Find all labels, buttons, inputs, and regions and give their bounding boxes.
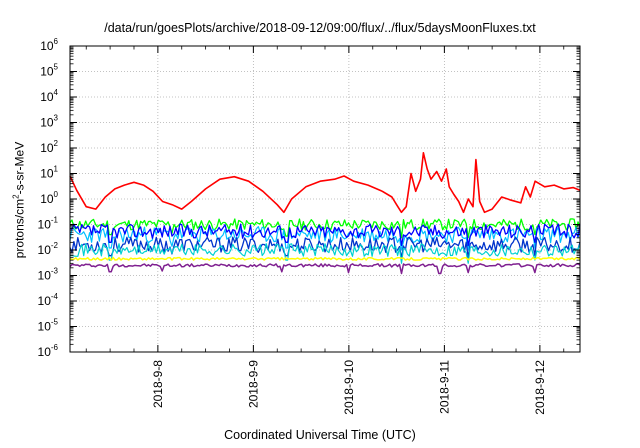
grid [70, 46, 580, 352]
series-line-4 [69, 236, 581, 259]
y-tick-label: 10-6 [38, 343, 59, 359]
y-tick-label: 10-2 [38, 241, 59, 257]
y-tick-label: 104 [40, 88, 58, 104]
series-line-5 [69, 243, 581, 264]
x-tick-label: 2018-9-12 [533, 360, 547, 415]
x-axis-label: Coordinated Universal Time (UTC) [224, 428, 416, 442]
chart-title: /data/run/goesPlots/archive/2018-09-12/0… [104, 21, 536, 35]
x-tick-label: 2018-9-9 [246, 360, 260, 408]
x-tick-label: 2018-9-8 [151, 360, 165, 408]
y-tick-label: 106 [40, 37, 58, 53]
y-tick-label: 105 [40, 63, 58, 79]
x-tick-label: 2018-9-11 [437, 360, 451, 414]
y-tick-label: 10-1 [38, 216, 59, 232]
x-tick-label: 2018-9-10 [342, 360, 356, 415]
y-tick-label: 103 [40, 114, 58, 130]
y-tick-label: 102 [40, 139, 58, 155]
series-line-7 [69, 263, 581, 275]
y-tick-label: 100 [40, 190, 58, 206]
y-tick-label: 10-3 [38, 267, 59, 283]
axis-ticks: 10-6 10-5 10-4 10-3 10-2 10-1 100 101 102 103 104 1… [38, 37, 580, 415]
series-line-3 [69, 223, 581, 247]
y-tick-label: 10-5 [38, 318, 59, 334]
series-line-6 [69, 256, 581, 261]
series-group [69, 152, 581, 275]
y-tick-label: 10-4 [38, 292, 59, 308]
y-tick-label: 101 [40, 165, 58, 181]
series-line-0 [69, 152, 581, 214]
series-line-1 [69, 218, 581, 239]
